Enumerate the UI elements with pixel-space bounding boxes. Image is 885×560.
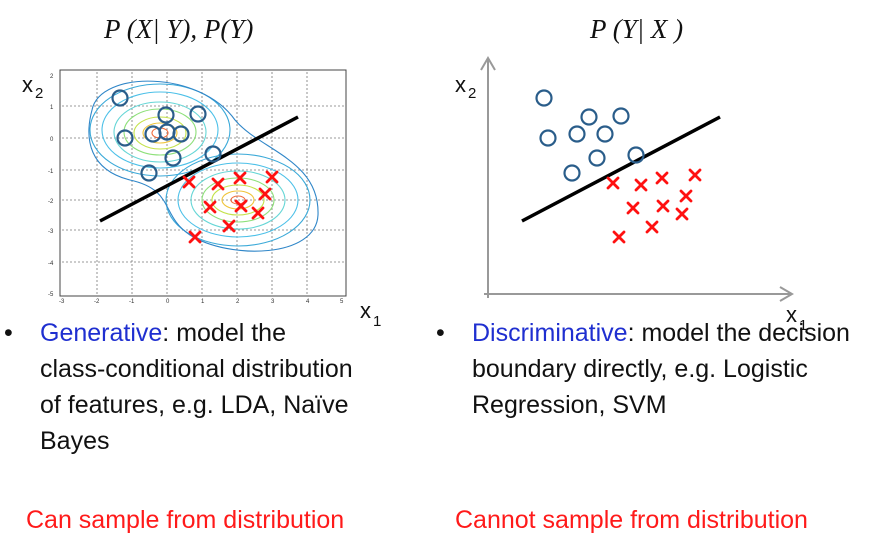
y-tick: 1	[50, 105, 54, 111]
cross-marker	[655, 171, 669, 185]
y-tick: 0	[50, 137, 54, 143]
cross-marker	[182, 175, 196, 189]
circle-marker	[612, 107, 630, 125]
cross-marker	[234, 199, 248, 213]
discriminative-x-axis-subscript: 1	[799, 317, 807, 334]
cross-marker	[188, 230, 202, 244]
x-tick: 0	[166, 299, 170, 305]
cross-marker	[265, 170, 279, 184]
y-tick: -2	[48, 199, 54, 205]
discriminative-y-axis-arrow-icon	[480, 56, 496, 71]
generative-y-axis-subscript: 2	[35, 85, 43, 102]
discriminative-term: Discriminative	[472, 319, 628, 347]
circle-marker	[140, 164, 158, 182]
generative-footer: Can sample from distribution	[26, 506, 345, 534]
circle-marker	[596, 125, 614, 143]
generative-y-ticks: 2 1 0 -1 -2 -3 -4 -5	[48, 74, 54, 298]
cross-marker	[612, 230, 626, 244]
generative-description: : model the class-conditional distributi…	[40, 319, 353, 455]
discriminative-class-circles	[535, 89, 645, 182]
generative-x-axis-label: x	[360, 298, 371, 323]
circle-marker	[111, 89, 129, 107]
cross-marker	[656, 199, 670, 213]
generative-bullet-text: Generative: model the class-conditional …	[40, 315, 354, 459]
cross-marker	[258, 187, 272, 201]
generative-class-crosses	[182, 170, 279, 244]
discriminative-description: : model the decision boundary directly, …	[472, 319, 850, 419]
circle-marker	[116, 129, 134, 147]
cross-marker	[645, 220, 659, 234]
circle-marker	[580, 108, 598, 126]
discriminative-y-axis-label: x	[455, 72, 466, 97]
circle-marker	[535, 89, 553, 107]
circle-marker	[172, 125, 190, 143]
circle-marker	[157, 106, 175, 124]
discriminative-x-axis-label: x	[786, 302, 797, 327]
circle-marker	[627, 146, 645, 164]
circle-marker	[204, 145, 222, 163]
x-tick: 5	[340, 299, 344, 305]
generative-plot-grid	[59, 69, 347, 297]
cross-marker	[679, 189, 693, 203]
generative-term: Generative	[40, 319, 163, 347]
generative-y-axis-label: x	[22, 72, 33, 97]
bullet-dot-icon: •	[436, 319, 445, 347]
generative-density-contours	[88, 80, 319, 252]
y-tick: -4	[48, 261, 54, 267]
generative-x-axis-subscript: 1	[373, 313, 381, 330]
x-tick: 2	[236, 299, 240, 305]
circle-marker	[189, 105, 207, 123]
cross-marker	[634, 178, 648, 192]
circle-marker	[539, 129, 557, 147]
circle-marker	[568, 125, 586, 143]
discriminative-x-axis-arrow-icon	[779, 286, 794, 302]
bullet-dot-icon: •	[4, 319, 13, 347]
cross-marker	[222, 219, 236, 233]
discriminative-y-axis-subscript: 2	[468, 85, 476, 102]
circle-marker	[588, 149, 606, 167]
y-tick: -5	[48, 292, 54, 298]
right-formula: P (Y| X )	[590, 14, 684, 44]
x-tick: 3	[271, 299, 275, 305]
generative-decision-boundary	[99, 115, 299, 223]
generative-class-circles	[111, 89, 222, 182]
discriminative-decision-boundary	[521, 115, 721, 223]
discriminative-footer: Cannot sample from distribution	[455, 506, 808, 534]
cross-marker	[251, 206, 265, 220]
discriminative-bullet-text: Discriminative: model the decision bound…	[472, 315, 881, 423]
x-tick: -2	[94, 299, 100, 305]
discriminative-plot: x 2 x 1	[455, 56, 807, 334]
x-tick: 4	[306, 299, 310, 305]
discriminative-bullet: • Discriminative: model the decision bou…	[436, 315, 881, 423]
circle-marker	[164, 149, 182, 167]
discriminative-class-crosses	[606, 168, 702, 244]
x-tick: -1	[129, 299, 135, 305]
y-tick: -3	[48, 229, 54, 235]
y-tick: 2	[50, 74, 54, 80]
generative-x-ticks: -3 -2 -1 0 1 2 3 4 5	[59, 299, 344, 305]
cross-marker	[688, 168, 702, 182]
cross-marker	[233, 171, 247, 185]
cross-marker	[606, 176, 620, 190]
left-formula: P (X| Y), P(Y)	[104, 14, 254, 44]
generative-bullet: • Generative: model the class-conditiona…	[4, 315, 354, 459]
x-tick: -3	[59, 299, 65, 305]
cross-marker	[203, 200, 217, 214]
cross-marker	[675, 207, 689, 221]
circle-marker	[563, 164, 581, 182]
cross-marker	[211, 177, 225, 191]
cross-marker	[626, 201, 640, 215]
y-tick: -1	[48, 169, 54, 175]
x-tick: 1	[201, 299, 205, 305]
